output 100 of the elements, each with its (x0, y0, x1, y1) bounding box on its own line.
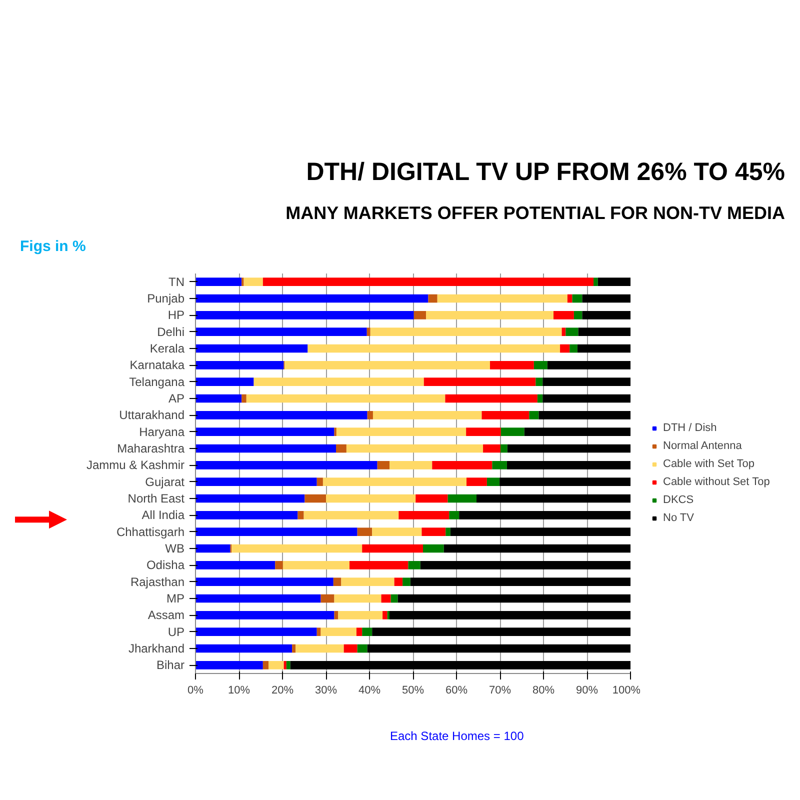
bar (500, 444, 508, 452)
bar (570, 344, 578, 352)
x-tick-label: 0% (188, 684, 204, 696)
bar (547, 360, 630, 370)
bar (567, 294, 572, 302)
bar (356, 627, 362, 636)
bar (387, 610, 390, 620)
bar (333, 577, 342, 586)
bar (320, 627, 356, 636)
bar (572, 294, 582, 302)
bar (246, 394, 446, 402)
y-tick-label: Punjab (147, 291, 185, 306)
bar (466, 427, 501, 436)
bar (357, 644, 368, 652)
bar (196, 460, 378, 470)
bar (598, 277, 630, 286)
bar (284, 660, 286, 670)
bar (362, 544, 424, 552)
bar (196, 544, 230, 552)
bar (390, 594, 398, 602)
bar (542, 377, 630, 386)
bar (322, 477, 467, 486)
y-tick-label: UP (168, 624, 184, 639)
legend-label: Normal Antenna (663, 440, 742, 452)
bar (524, 427, 630, 436)
y-tick-label: Kerala (150, 341, 185, 356)
x-tick-label: 100% (612, 684, 641, 696)
bar (308, 344, 560, 352)
bar (196, 344, 308, 352)
bar (292, 644, 296, 652)
bar (372, 527, 422, 536)
bar (196, 327, 367, 336)
x-tick-label: 60% (445, 684, 468, 696)
bar (242, 394, 246, 402)
y-tick-label: MP (166, 591, 184, 606)
bar (196, 360, 284, 370)
bar (196, 494, 305, 502)
bar (298, 510, 304, 520)
bar (582, 310, 630, 320)
bar (316, 477, 323, 486)
bar (594, 277, 598, 286)
legend-label: Cable without Set Top (663, 476, 770, 488)
bar (394, 577, 403, 586)
bar (448, 494, 477, 502)
bar (196, 477, 317, 486)
bar (232, 544, 362, 552)
y-tick-label: Karnataka (130, 358, 185, 372)
bar (486, 477, 500, 486)
bar (346, 444, 484, 452)
bar (574, 310, 582, 320)
bar (338, 610, 383, 620)
bar (196, 294, 428, 302)
bar (196, 660, 263, 670)
y-tick-label: Maharashtra (117, 441, 185, 456)
bar (500, 427, 524, 436)
bar (562, 327, 566, 336)
bar (449, 510, 460, 520)
bar (382, 610, 388, 620)
bar (446, 527, 450, 536)
bar (262, 277, 594, 286)
bar (416, 494, 448, 502)
y-tick-label: Rajasthan (130, 574, 185, 589)
bar (357, 527, 372, 536)
y-tick-label: Jharkhand (128, 641, 185, 656)
bar (554, 310, 574, 320)
y-tick-label: Delhi (157, 324, 185, 339)
bar (196, 410, 368, 420)
bar (482, 410, 530, 420)
y-tick-label: HP (168, 308, 184, 322)
bar (492, 460, 507, 470)
x-tick-label: 80% (532, 684, 555, 696)
bar (410, 577, 630, 586)
bar (500, 477, 630, 486)
y-tick-label: Haryana (139, 424, 185, 439)
bar (244, 277, 263, 286)
y-tick-label: Uttarakhand (119, 408, 184, 422)
y-tick-label: Gujarat (145, 474, 186, 489)
bar (450, 527, 630, 536)
bar (196, 644, 292, 652)
bar (284, 360, 490, 370)
bar (466, 477, 487, 486)
y-tick-label: Chhattisgarh (116, 524, 185, 539)
chart-title: DTH/ DIGITAL TV UP FROM 26% TO 45% (306, 157, 785, 188)
bar (577, 344, 630, 352)
y-tick-label: All India (142, 508, 185, 522)
bar (423, 544, 444, 552)
y-tick-label: Telangana (129, 374, 185, 389)
bar (370, 327, 562, 336)
bar (196, 427, 334, 436)
bar (254, 377, 424, 386)
bar (377, 460, 390, 470)
bar (507, 444, 630, 452)
bar (336, 444, 346, 452)
bar (196, 527, 358, 536)
bar (326, 494, 416, 502)
bar (372, 410, 482, 420)
bar (196, 610, 334, 620)
y-tick-label: Jammu & Kashmir (86, 458, 185, 472)
bar (196, 394, 242, 402)
bar (538, 410, 630, 420)
